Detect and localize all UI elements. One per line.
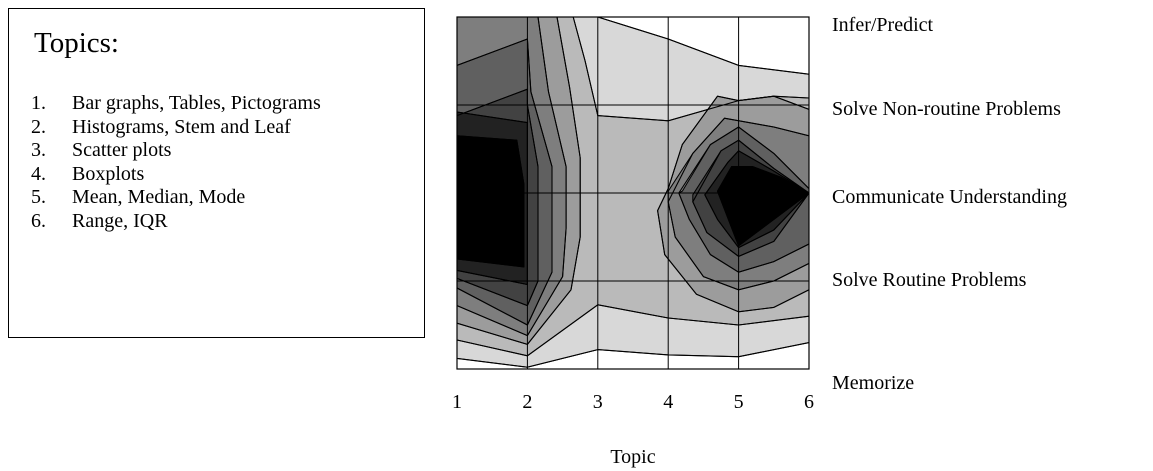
x-axis-label: Topic <box>610 446 655 468</box>
legend-title: Topics: <box>34 27 119 59</box>
y-level-label: Solve Routine Problems <box>832 269 1027 291</box>
contour-line <box>456 38 553 326</box>
topic-list-item: 3. Scatter plots <box>31 139 321 163</box>
topic-number: 3. <box>31 139 46 161</box>
contour-line <box>597 16 810 75</box>
y-level-labels: Memorize Solve Routine Problems Communicat… <box>832 14 1067 394</box>
topic-list-item: 6. Range, IQR <box>31 210 321 234</box>
x-tick-label: 5 <box>734 391 744 413</box>
contour-line <box>456 342 810 368</box>
topic-list-item: 5. Mean, Median, Mode <box>31 186 321 210</box>
topic-label: Mean, Median, Mode <box>72 186 246 208</box>
x-tick-labels: 1 2 3 4 5 6 <box>452 391 814 413</box>
topic-label: Scatter plots <box>72 139 172 161</box>
x-tick-label: 1 <box>452 391 462 413</box>
topic-label: Range, IQR <box>72 209 168 232</box>
x-tick-label: 2 <box>522 391 532 413</box>
y-level-label: Infer/Predict <box>832 14 934 36</box>
topics-legend-box: Topics: 1. Bar graphs, Tables, Pictograms… <box>8 8 425 338</box>
plot-frame <box>456 16 810 370</box>
x-tick-label: 6 <box>804 391 814 413</box>
contour-line <box>704 150 810 249</box>
topic-label: Bar graphs, Tables, Pictograms <box>72 92 321 114</box>
contour-line <box>456 304 810 357</box>
contour-line <box>456 135 525 268</box>
contour-line <box>692 139 810 257</box>
contour-region-level-8 <box>456 135 525 268</box>
topic-number: 5. <box>31 186 46 208</box>
topic-number: 6. <box>31 209 46 232</box>
topic-label: Boxplots <box>72 162 145 185</box>
y-level-label: Memorize <box>832 372 914 394</box>
y-level-label: Communicate Understanding <box>832 186 1067 208</box>
topic-list-item: 2. Histograms, Stem and Leaf <box>31 116 321 140</box>
contour-line <box>667 117 810 291</box>
topic-number: 2. <box>31 115 46 138</box>
y-level-label: Solve Non-routine Problems <box>832 98 1061 120</box>
topic-list: 1. Bar graphs, Tables, Pictograms 2. Histog… <box>31 92 321 233</box>
x-tick-label: 4 <box>663 391 673 413</box>
topic-number: 4. <box>31 162 46 185</box>
topic-label: Histograms, Stem and Leaf <box>72 115 291 138</box>
x-tick-label: 3 <box>593 391 603 413</box>
topic-list-item: 4. Boxplots <box>31 163 321 187</box>
topic-number: 1. <box>31 92 46 114</box>
topic-list-item: 1. Bar graphs, Tables, Pictograms <box>31 92 321 116</box>
contour-line <box>678 126 810 273</box>
